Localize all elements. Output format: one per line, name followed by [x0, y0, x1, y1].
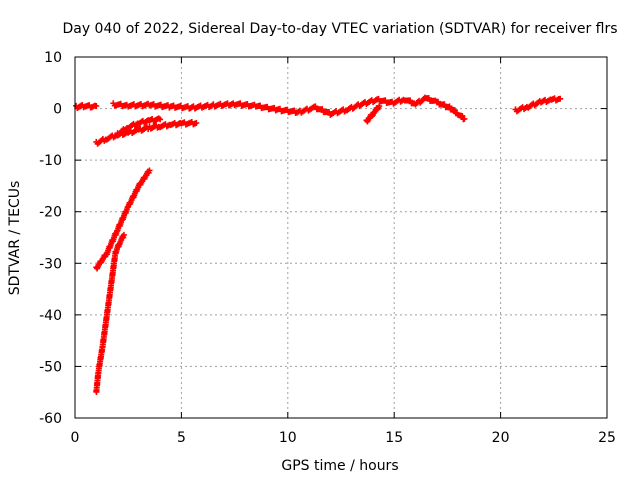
x-tick-label: 10	[279, 430, 297, 446]
y-tick-label: -50	[39, 359, 62, 375]
plot-frame	[74, 56, 608, 419]
x-tick-label: 5	[177, 430, 186, 446]
y-tick-label: -30	[39, 256, 62, 272]
y-tick-label: -40	[39, 308, 62, 324]
data-point	[93, 102, 100, 109]
data-point	[120, 231, 127, 238]
y-tick-labels: -60 -50 -40 -30 -20 -10 0 10	[39, 50, 62, 427]
x-axis-label: GPS time / hours	[281, 458, 398, 474]
x-tick-labels: 0 5 10 15 20 25	[71, 430, 616, 446]
x-tick-label: 20	[492, 430, 510, 446]
data-points	[73, 94, 564, 395]
data-point	[193, 120, 200, 127]
data-point	[146, 167, 153, 174]
y-axis-label: SDTVAR / TECUs	[7, 181, 23, 296]
data-point	[376, 102, 383, 109]
y-tick-label: -20	[39, 205, 62, 221]
y-tick-label: 10	[44, 50, 62, 66]
x-tick-label: 0	[71, 430, 80, 446]
data-point	[461, 115, 468, 122]
y-tick-label: -10	[39, 153, 62, 169]
data-point	[451, 107, 458, 114]
data-point	[446, 103, 453, 110]
x-tick-label: 15	[385, 430, 403, 446]
data-point	[557, 95, 564, 102]
chart-title: Day 040 of 2022, Sidereal Day-to-day VTE…	[62, 21, 617, 37]
x-tick-label: 25	[598, 430, 616, 446]
data-point	[157, 116, 164, 123]
y-tick-label: -60	[39, 411, 62, 427]
y-tick-label: 0	[53, 102, 62, 118]
